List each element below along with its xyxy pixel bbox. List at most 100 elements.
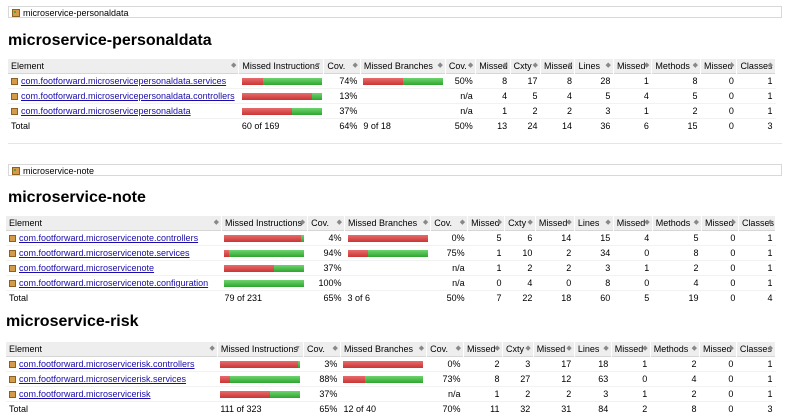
missed-classes-cell: 0 [700,73,737,89]
instructions-coverage: 37% [307,260,345,276]
package-link[interactable]: com.footforward.microservicerisk.control… [19,359,195,369]
header-cov[interactable]: Cov. ◆ [323,59,361,74]
header-cov-branches[interactable]: Cov. ◆ [445,59,477,74]
branches-bar-cell [340,356,427,372]
total-instructions-coverage: 65% [303,401,341,416]
header-missed-cxty[interactable]: Missed ◆ [475,59,511,74]
table-row: com.footforward.microservicenote.control… [6,230,776,246]
covered-segment [291,108,322,116]
header-label: Cov. [430,344,448,354]
missed-methods-cell: 1 [611,356,651,372]
header-missed-lines[interactable]: Missed ◆ [535,216,575,231]
header-methods[interactable]: Methods ◆ [650,342,700,357]
header-missed-branches[interactable]: Missed Branches ◆ [340,342,428,357]
separator [8,143,782,144]
header-missed-lines[interactable]: Missed ◆ [540,59,576,74]
header-cov-branches[interactable]: Cov. ◆ [430,216,469,231]
cxty-cell: 2 [504,260,536,276]
header-missed-cxty[interactable]: Missed ◆ [463,342,504,357]
header-label: Missed [471,218,500,228]
package-link[interactable]: com.footforward.microservicenote.configu… [19,278,209,288]
header-classes[interactable]: Classes ◆ [736,342,777,357]
header-cov[interactable]: Cov. ◆ [303,342,341,357]
package-link[interactable]: com.footforward.microservicerisk.service… [19,374,187,384]
header-label: Missed Instructions [220,344,298,354]
package-link[interactable]: com.footforward.microservicepersonaldata [21,106,191,116]
header-element[interactable]: Element ◆ [8,59,240,74]
header-missed-instructions[interactable]: Missed Instructions ▼ [217,342,305,357]
header-missed-classes[interactable]: Missed ◆ [700,59,738,74]
classes-cell: 1 [736,88,776,104]
header-missed-instructions[interactable]: Missed Instructions ◆ [221,216,309,231]
branches-bar-cell [344,275,431,291]
header-cxty[interactable]: Cxty ◆ [510,59,542,74]
header-missed-lines[interactable]: Missed ◆ [533,342,575,357]
missed-methods-cell: 1 [613,260,653,276]
header-missed-methods[interactable]: Missed ◆ [613,59,653,74]
methods-cell: 5 [651,88,701,104]
header-lines[interactable]: Lines ◆ [574,59,614,74]
instructions-coverage: 4% [307,230,345,246]
sort-icon: ◆ [767,345,773,352]
header-cov-branches[interactable]: Cov. ◆ [426,342,465,357]
coverage-bar [347,250,428,258]
coverage-bar [343,376,424,384]
branches-bar-cell [360,88,446,104]
instructions-bar-cell [238,103,324,119]
header-element[interactable]: Element ◆ [6,216,222,231]
header-missed-classes[interactable]: Missed ◆ [699,342,737,357]
sort-descending-icon: ▼ [294,345,302,352]
total-cxty: 22 [504,290,536,305]
breadcrumb: microservice-personaldata [8,6,782,18]
cxty-cell: 27 [502,371,534,387]
missed-lines-cell: 2 [535,260,575,276]
header-methods[interactable]: Methods ◆ [652,216,703,231]
coverage-table: Element ◆ Missed Instructions ▼ Cov. ◆ Missed … [8,59,776,133]
header-lines[interactable]: Lines ◆ [574,342,612,357]
header-cxty[interactable]: Cxty ◆ [502,342,534,357]
header-missed-branches[interactable]: Missed Branches ◆ [360,59,446,74]
header-missed-cxty[interactable]: Missed ◆ [467,216,506,231]
header-missed-methods[interactable]: Missed ◆ [611,342,651,357]
coverage-bar [363,78,444,86]
header-cov[interactable]: Cov. ◆ [307,216,346,231]
lines-cell: 3 [574,103,614,119]
package-link[interactable]: com.footforward.microservicepersonaldata… [21,76,227,86]
instructions-bar-cell [221,230,308,246]
classes-cell: 1 [736,386,776,402]
total-methods: 8 [650,401,700,416]
package-link[interactable]: com.footforward.microservicenote.service… [19,248,190,258]
header-missed-branches[interactable]: Missed Branches ◆ [344,216,432,231]
package-link[interactable]: com.footforward.microservicepersonaldata… [21,91,235,101]
header-classes[interactable]: Classes ◆ [738,216,777,231]
package-link[interactable]: com.footforward.microservicenote [19,263,155,273]
sort-icon: ◆ [527,219,533,226]
lines-cell: 34 [574,245,614,261]
missed-classes-cell: 0 [700,88,737,104]
covered-segment [311,93,322,101]
header-classes[interactable]: Classes ◆ [736,59,776,74]
missed-cxty-cell: 8 [463,371,503,387]
element-cell: com.footforward.microservicepersonaldata… [8,88,239,104]
header-missed-methods[interactable]: Missed ◆ [613,216,653,231]
header-label: Missed Branches [348,218,418,228]
coverage-bar [343,361,424,369]
sort-icon: ◆ [418,345,425,352]
total-missed-methods: 5 [613,290,653,305]
header-methods[interactable]: Methods ◆ [651,59,701,74]
total-cxty: 24 [510,118,541,133]
package-link[interactable]: com.footforward.microservicerisk [19,389,151,399]
header-element[interactable]: Element ◆ [6,342,218,357]
total-label: Total [6,401,218,416]
table-row: com.footforward.microservicerisk.service… [6,371,776,387]
missed-lines-cell: 17 [533,356,575,372]
total-lines: 36 [574,118,614,133]
instructions-coverage: 94% [307,245,345,261]
header-cxty[interactable]: Cxty ◆ [504,216,536,231]
header-lines[interactable]: Lines ◆ [574,216,614,231]
header-missed-instructions[interactable]: Missed Instructions ▼ [238,59,325,74]
sort-icon: ◆ [230,62,237,69]
header-label: Lines [577,344,600,354]
header-missed-classes[interactable]: Missed ◆ [701,216,739,231]
package-link[interactable]: com.footforward.microservicenote.control… [19,233,199,243]
